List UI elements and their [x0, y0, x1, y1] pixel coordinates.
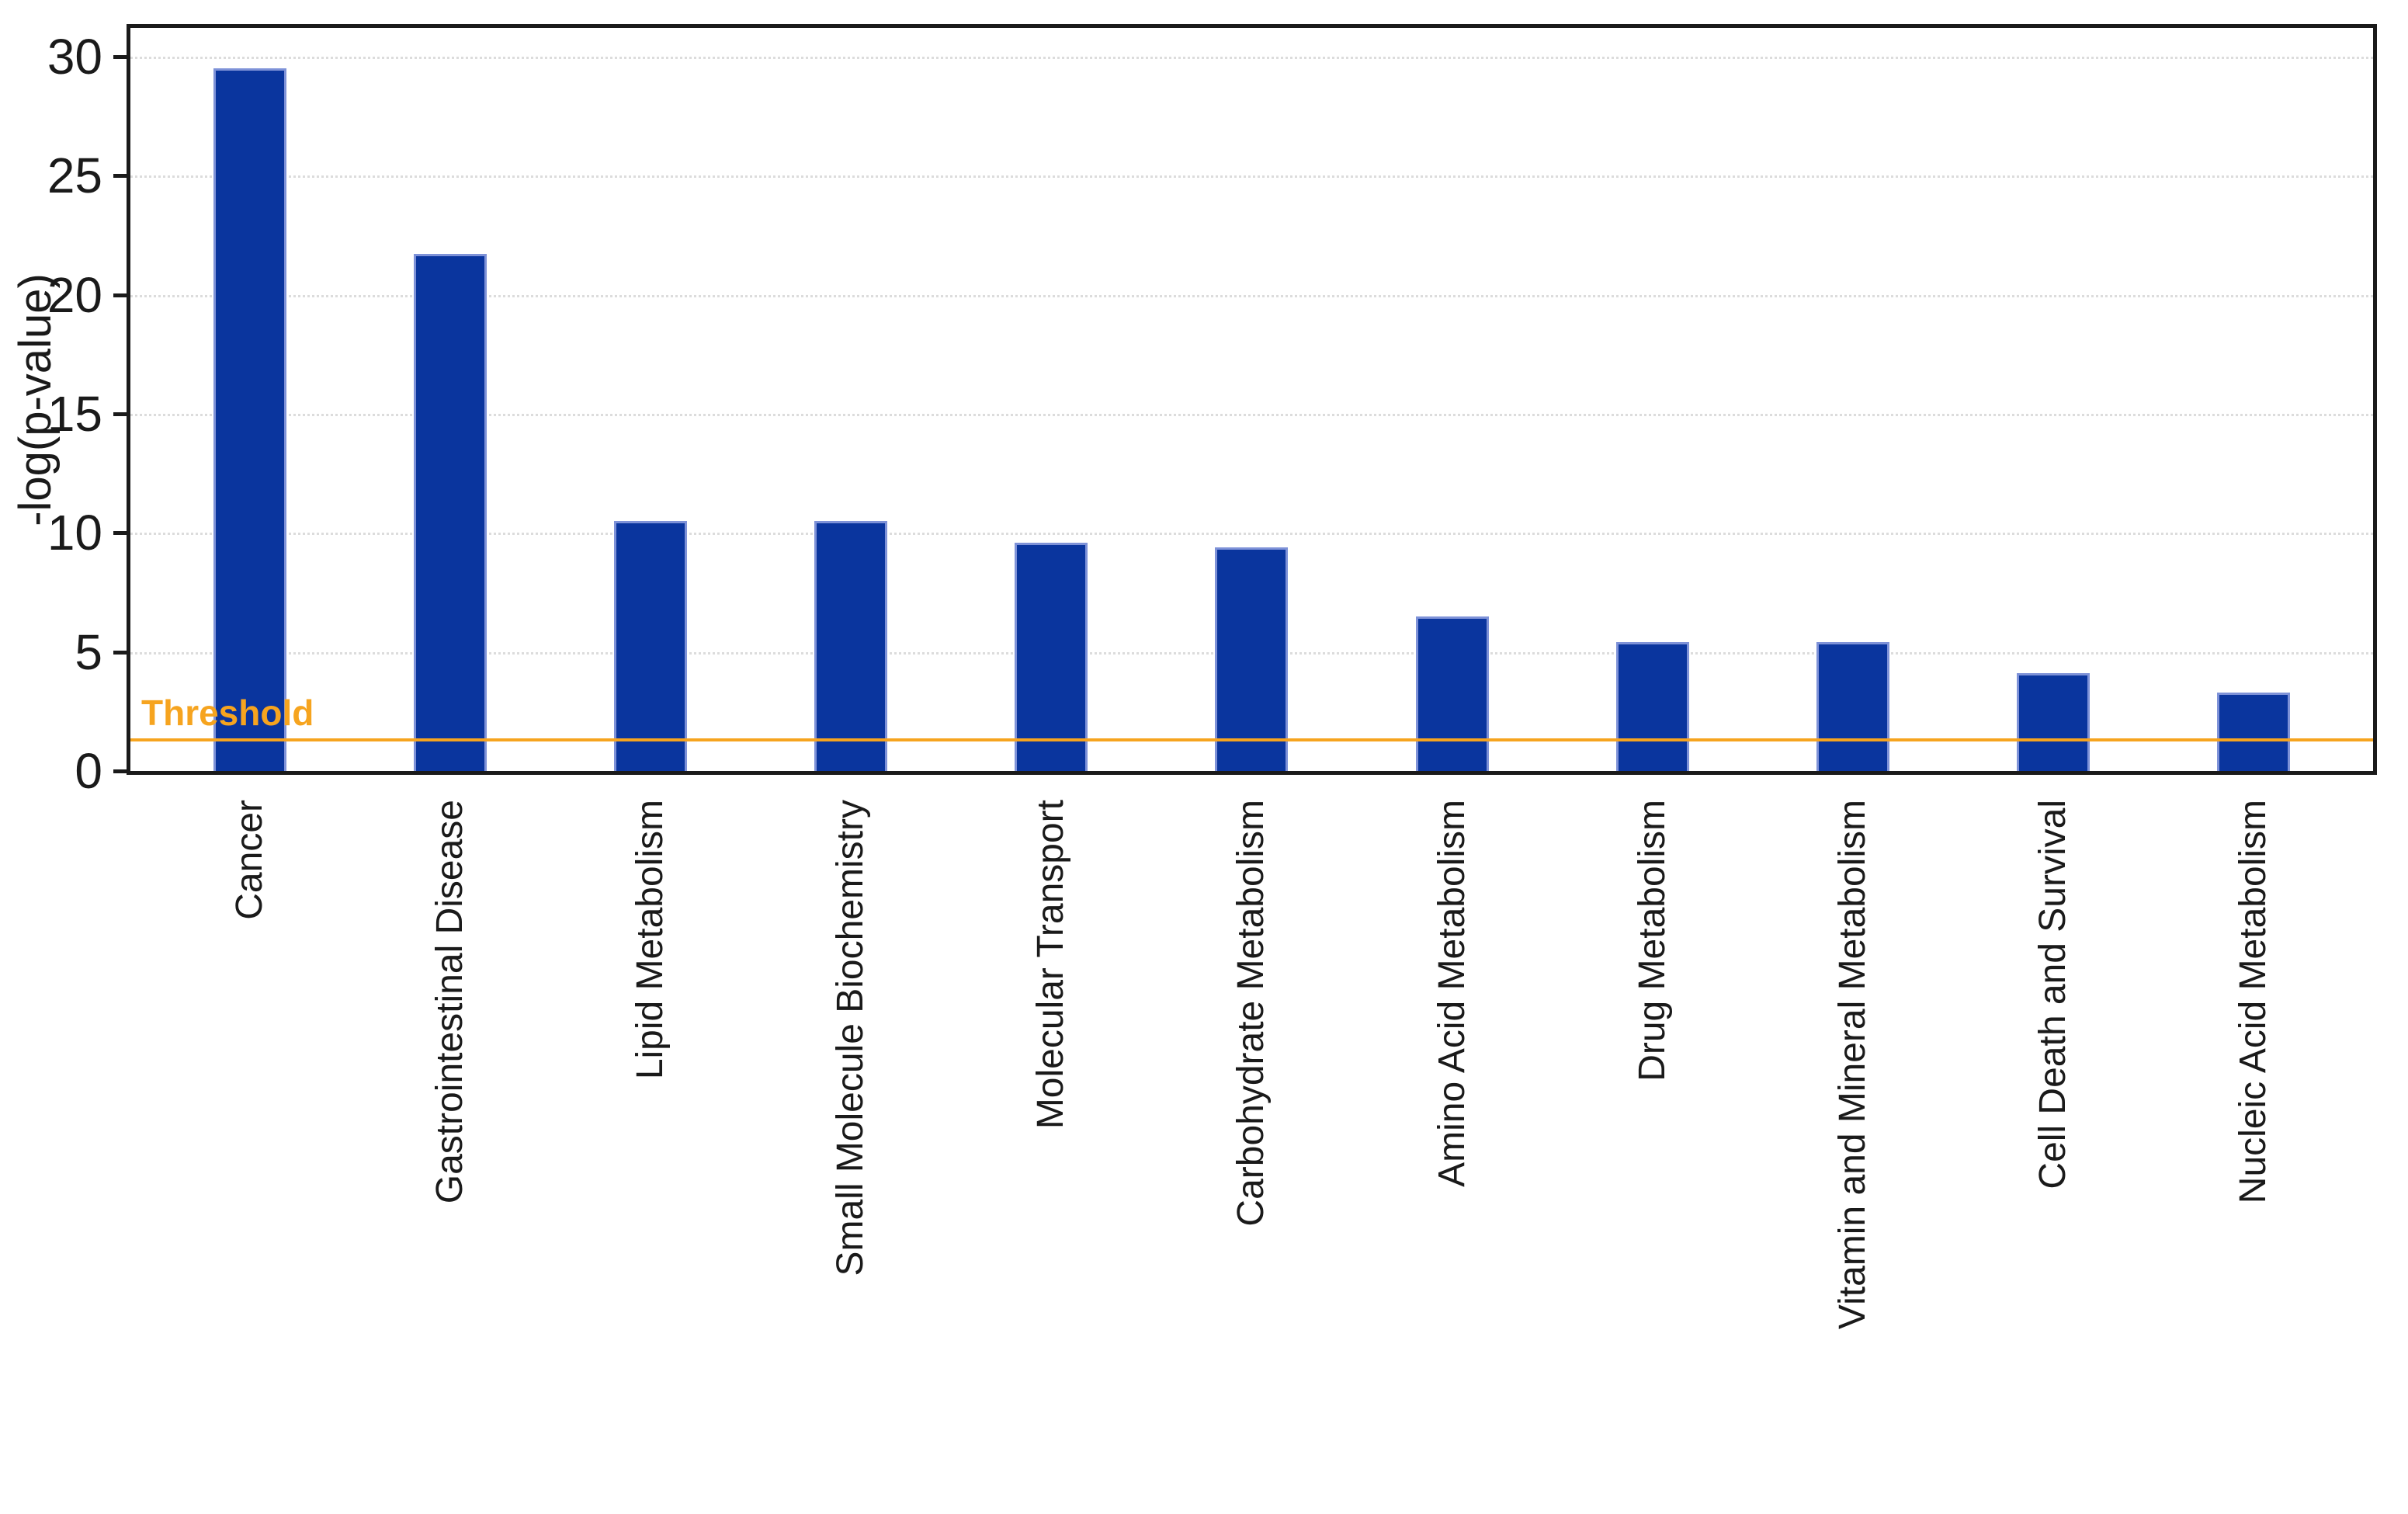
bar-drug-metabolism [1616, 642, 1689, 771]
y-tick-label-15: 15 [47, 386, 102, 442]
x-category-label-small-molecule-biochemistry: Small Molecule Biochemistry [830, 800, 871, 1276]
y-tick-label-30: 30 [47, 29, 102, 85]
x-category-label-amino-acid-metabolism: Amino Acid Metabolism [1431, 800, 1473, 1187]
x-category-label-molecular-transport: Molecular Transport [1030, 800, 1071, 1130]
y-tick-mark [113, 174, 130, 178]
y-tick-mark [113, 531, 130, 535]
x-category-label-vitamin-and-mineral-metabolism: Vitamin and Mineral Metabolism [1832, 800, 1873, 1330]
x-category-label-carbohydrate-metabolism: Carbohydrate Metabolism [1230, 800, 1272, 1227]
threshold-label: Threshold [141, 693, 314, 733]
x-category-label-drug-metabolism: Drug Metabolism [1632, 800, 1673, 1082]
bar-small-molecule-biochemistry [814, 521, 887, 771]
bar-nucleic-acid-metabolism [2217, 693, 2290, 771]
y-tick-label-20: 20 [47, 267, 102, 323]
x-category-label-lipid-metabolism: Lipid Metabolism [630, 800, 671, 1080]
x-category-label-nucleic-acid-metabolism: Nucleic Acid Metabolism [2233, 800, 2274, 1204]
y-tick-mark [113, 55, 130, 59]
bar-vitamin-and-mineral-metabolism [1816, 642, 1889, 771]
gridline-25 [130, 175, 2373, 178]
bar-carbohydrate-metabolism [1215, 547, 1288, 771]
bar-gastrointestinal-disease [414, 254, 487, 771]
y-tick-mark [113, 651, 130, 655]
bar-amino-acid-metabolism [1416, 616, 1489, 771]
x-category-label-gastrointestinal-disease: Gastrointestinal Disease [429, 800, 470, 1204]
y-tick-mark [113, 293, 130, 297]
gridline-30 [130, 57, 2373, 59]
x-category-label-cell-death-and-survival: Cell Death and Survival [2032, 800, 2073, 1189]
y-tick-mark [113, 769, 130, 773]
gridline-10 [130, 533, 2373, 535]
y-tick-label-10: 10 [47, 505, 102, 561]
bar-lipid-metabolism [614, 521, 687, 771]
plot-area: Threshold [130, 28, 2373, 771]
y-tick-label-25: 25 [47, 148, 102, 203]
y-tick-label-5: 5 [75, 624, 102, 680]
threshold-line [130, 738, 2373, 741]
gridline-15 [130, 414, 2373, 416]
bar-molecular-transport [1015, 543, 1088, 771]
y-tick-mark [113, 412, 130, 416]
bar-cancer [213, 68, 286, 771]
x-category-label-cancer: Cancer [229, 800, 270, 920]
y-tick-label-0: 0 [75, 743, 102, 799]
bar-cell-death-and-survival [2017, 673, 2090, 771]
gridline-20 [130, 295, 2373, 297]
